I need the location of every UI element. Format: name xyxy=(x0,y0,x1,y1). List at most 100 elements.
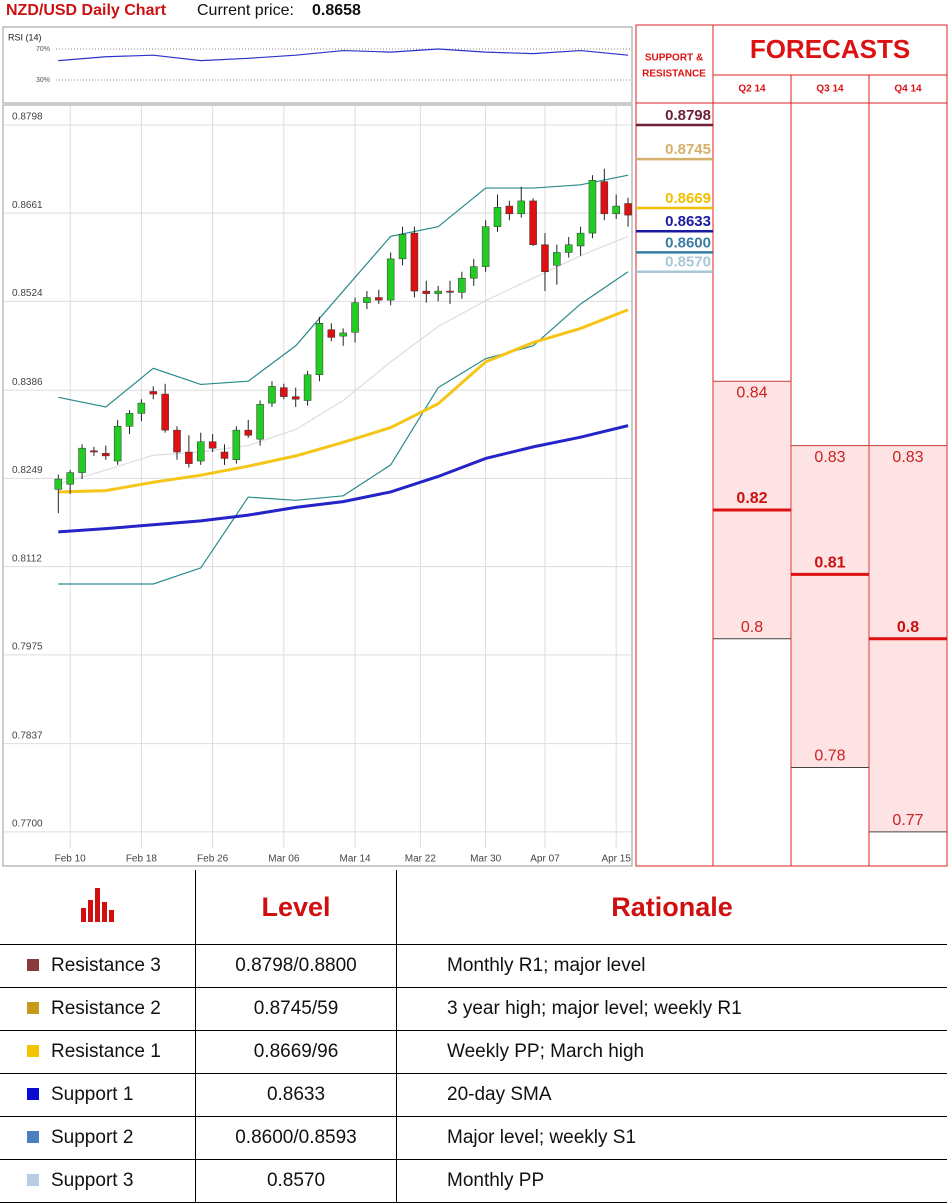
level-label: 0.8600 xyxy=(665,234,711,251)
cell-text: Resistance 3 xyxy=(51,955,161,976)
table-body: Resistance 3 0.8798/0.8800 Monthly R1; maj… xyxy=(0,944,947,1203)
cell-text: Weekly PP; March high xyxy=(447,1041,645,1062)
indicator-line xyxy=(58,174,629,408)
y-tick-label: 70% xyxy=(36,46,50,53)
candle-body xyxy=(220,451,229,459)
candle-body xyxy=(434,290,442,294)
candle-body xyxy=(173,429,181,453)
level-label: 0.8745 xyxy=(665,141,711,158)
candle-body xyxy=(244,429,252,436)
candle-body xyxy=(90,450,98,453)
color-swatch xyxy=(27,959,39,971)
high-label: 0.83 xyxy=(892,449,923,466)
y-tick-label: 0.8798 xyxy=(12,112,43,123)
mid-label: 0.81 xyxy=(814,555,845,572)
candle-body xyxy=(493,207,502,227)
y-tick-label: 0.7975 xyxy=(12,641,43,652)
candle-body xyxy=(410,232,419,292)
forecast-range xyxy=(792,445,868,768)
candle-body xyxy=(137,402,146,414)
cell-text: Resistance 2 xyxy=(51,998,161,1019)
sr-title: SUPPORT & xyxy=(645,53,703,64)
candle-body xyxy=(517,200,525,215)
cell-text: 3 year high; major level; weekly R1 xyxy=(447,998,742,1019)
candle-body xyxy=(446,290,454,293)
candle-body xyxy=(624,203,632,216)
color-swatch xyxy=(27,1088,39,1100)
cell-text: 20-day SMA xyxy=(447,1084,552,1105)
indicator-line xyxy=(58,308,629,494)
candle-body xyxy=(149,391,158,395)
cell-text: 0.8669/96 xyxy=(253,1041,339,1062)
price-value: 0.8658 xyxy=(312,2,361,19)
x-tick-label: Mar 30 xyxy=(470,854,502,865)
level-name: Resistance 3 xyxy=(0,944,196,988)
cell-text: 0.8633 xyxy=(266,1084,326,1105)
candle-body xyxy=(386,258,395,301)
candle-body xyxy=(161,393,169,431)
high-label: 0.84 xyxy=(736,384,767,401)
indicator-line xyxy=(58,424,629,534)
candle-body xyxy=(291,396,300,400)
low-label: 0.8 xyxy=(741,619,763,636)
y-tick-label: 30% xyxy=(36,77,50,84)
candle-body xyxy=(458,277,466,293)
y-tick-label: 0.7837 xyxy=(12,730,43,741)
y-tick-label: 0.7700 xyxy=(12,819,43,830)
color-swatch xyxy=(27,1131,39,1143)
cell-text: Monthly PP xyxy=(447,1170,545,1191)
candle-body xyxy=(185,451,193,464)
cell-text: Resistance 1 xyxy=(51,1041,161,1062)
candle-body xyxy=(529,200,537,245)
indicator-line xyxy=(58,235,629,485)
x-tick-label: Mar 06 xyxy=(268,854,300,865)
level-header: Level xyxy=(195,870,397,945)
level-value: 0.8633 xyxy=(195,1073,397,1117)
candle-body xyxy=(327,329,336,338)
x-tick-label: Mar 14 xyxy=(339,854,371,865)
rsi-line xyxy=(58,48,629,62)
table-header: Level Rationale xyxy=(0,870,947,945)
candle-body xyxy=(113,426,122,462)
candle-body xyxy=(256,404,264,440)
column-header: Q2 14 xyxy=(738,84,766,95)
candle-body xyxy=(398,234,407,260)
low-label: 0.77 xyxy=(892,812,923,829)
candle-body xyxy=(54,478,63,490)
level-label: 0.8669 xyxy=(665,190,711,207)
rationale: 3 year high; major level; weekly R1 xyxy=(396,987,947,1031)
x-tick-label: Mar 22 xyxy=(405,854,437,865)
level-value: 0.8798/0.8800 xyxy=(195,944,397,988)
table-row: Resistance 3 0.8798/0.8800 Monthly R1; maj… xyxy=(0,944,947,988)
rationale: Monthly PP xyxy=(396,1159,947,1203)
mid-label: 0.82 xyxy=(736,490,767,507)
table-row: Resistance 2 0.8745/59 3 year high; major … xyxy=(0,987,947,1031)
level-name: Resistance 2 xyxy=(0,987,196,1031)
y-tick-label: 0.8661 xyxy=(12,200,43,211)
candle-body xyxy=(576,232,585,247)
candle-body xyxy=(422,290,431,294)
candle-body xyxy=(351,302,359,333)
rationale: 20-day SMA xyxy=(396,1073,947,1117)
high-label: 0.83 xyxy=(814,449,845,466)
chart-area: NZD/USD Daily Chart Current price: 0.865… xyxy=(2,2,948,867)
level-label: 0.8570 xyxy=(665,254,711,271)
table-row: Support 2 0.8600/0.8593 Major level; weekl… xyxy=(0,1116,947,1160)
candle-body xyxy=(208,441,217,449)
y-tick-label: 0.8112 xyxy=(12,553,42,564)
cell-text: 0.8600/0.8593 xyxy=(235,1127,357,1148)
icon-cell xyxy=(0,870,196,945)
rationale: Monthly R1; major level xyxy=(396,944,947,988)
candle-body xyxy=(303,374,312,401)
color-swatch xyxy=(27,1174,39,1186)
candle-body xyxy=(125,413,134,427)
candle-body xyxy=(339,332,347,337)
candle-body xyxy=(541,244,549,273)
table-row: Support 3 0.8570 Monthly PP xyxy=(0,1159,947,1203)
color-swatch xyxy=(27,1002,39,1014)
x-tick-label: Feb 10 xyxy=(55,854,87,865)
level-label: 0.8633 xyxy=(665,213,711,230)
candle-body xyxy=(612,205,620,215)
